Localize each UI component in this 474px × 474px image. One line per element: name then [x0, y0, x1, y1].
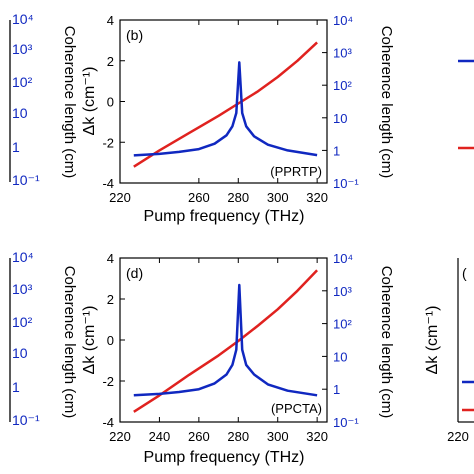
left-axis-label: Δk (cm⁻¹)	[81, 67, 98, 136]
coherence-length-line	[133, 283, 318, 397]
partial-xtick: 220	[447, 429, 469, 444]
right-tick-label: 10⁴	[333, 13, 353, 28]
left-top-tick-0: 10⁴	[12, 11, 34, 27]
x-tick-label: 320	[306, 190, 328, 205]
left-tick-label: 0	[107, 333, 114, 348]
right-tick-label: 10⁻¹	[333, 176, 359, 191]
plot-frame	[119, 257, 328, 423]
x-tick-label: 280	[227, 429, 249, 444]
panel-label: (d)	[126, 265, 143, 281]
right-tick-label: 10⁴	[333, 251, 353, 266]
x-tick-label: 260	[188, 190, 210, 205]
left-tick-label: 4	[107, 251, 114, 266]
left-ticks: -4 -2 0 2 4	[102, 251, 125, 430]
x-ticks: 220 240 260 280 300 320	[109, 258, 328, 444]
right-ticks: 10⁻¹ 1 10 10² 10³ 10⁴	[322, 251, 359, 430]
right-tick-label: 10⁻¹	[333, 415, 359, 430]
left-tick-label: -4	[102, 176, 114, 191]
plot-frame	[119, 19, 328, 184]
left-bottom-ylabel: Coherence length (cm)	[61, 266, 78, 419]
left-top-tick-3: 10	[12, 105, 28, 121]
series-lines	[133, 269, 319, 413]
right-tick-label: 10²	[333, 78, 352, 93]
x-axis-label: Pump frequency (THz)	[144, 208, 305, 225]
right-tick-label: 10³	[333, 46, 352, 61]
right-tick-label: 1	[333, 382, 340, 397]
x-axis-label: Pump frequency (THz)	[144, 449, 305, 466]
x-tick-label: 240	[149, 429, 171, 444]
left-axis-label: Δk (cm⁻¹)	[81, 306, 98, 375]
right-axis-label: Coherence length (cm)	[378, 26, 395, 179]
left-top-tick-1: 10³	[12, 41, 33, 57]
left-partial-top: 10⁴ 10³ 10² 10 1 10⁻¹ Coherence length (…	[9, 11, 78, 188]
right-axis-label: Coherence length (cm)	[378, 266, 395, 419]
left-tick-label: 2	[107, 54, 114, 69]
partial-panel-label: (	[462, 265, 467, 281]
left-partial-bottom: 10⁴ 10³ 10² 10 1 10⁻¹ Coherence length (…	[9, 249, 78, 428]
left-bottom-tick-2: 10²	[12, 314, 33, 330]
right-tick-label: 10²	[333, 317, 352, 332]
crystal-label: (PPRTP)	[270, 164, 322, 179]
coherence-length-line	[133, 61, 318, 157]
right-partial: ( Δk (cm⁻¹) 220	[424, 59, 474, 444]
x-tick-label: 220	[109, 190, 131, 205]
left-bottom-tick-3: 10	[12, 345, 28, 361]
crystal-label: (PPCTA)	[271, 401, 322, 416]
left-top-ylabel: Coherence length (cm)	[61, 26, 78, 179]
panel-b: 220 260 280 300 320 -4 -2 0 2 4 10⁻¹ 1 10 10² 10³ 10⁴…	[81, 13, 395, 225]
right-tick-label: 10³	[333, 284, 352, 299]
left-tick-label: 4	[107, 13, 114, 28]
left-tick-label: 2	[107, 292, 114, 307]
x-tick-label: 260	[188, 429, 210, 444]
left-bottom-tick-1: 10³	[12, 281, 33, 297]
delta-k-line	[133, 41, 318, 168]
partial-ylabel: Δk (cm⁻¹)	[424, 306, 441, 375]
left-bottom-tick-0: 10⁴	[12, 249, 34, 265]
right-tick-label: 1	[333, 143, 340, 158]
left-top-tick-5: 10⁻¹	[12, 172, 40, 188]
x-tick-label: 220	[109, 429, 131, 444]
right-tick-label: 10	[333, 349, 347, 364]
left-ticks: -4 -2 0 2 4	[102, 13, 125, 191]
left-top-tick-2: 10²	[12, 74, 33, 90]
x-tick-label: 300	[267, 429, 289, 444]
left-bottom-tick-5: 10⁻¹	[12, 412, 40, 428]
left-tick-label: -4	[102, 415, 114, 430]
x-ticks: 220 260 280 300 320	[109, 20, 328, 205]
panel-d: 220 240 260 280 300 320 -4 -2 0 2 4 10⁻¹ 1 10 10² 10³…	[81, 251, 395, 466]
series-lines	[133, 41, 318, 168]
x-tick-label: 320	[306, 429, 328, 444]
x-tick-label: 300	[267, 190, 289, 205]
right-tick-label: 10	[333, 111, 347, 126]
left-bottom-tick-4: 1	[12, 379, 20, 395]
left-top-tick-4: 1	[12, 139, 20, 155]
x-tick-label: 280	[227, 190, 249, 205]
right-ticks: 10⁻¹ 1 10 10² 10³ 10⁴	[322, 13, 359, 191]
left-tick-label: -2	[102, 135, 114, 150]
panel-label: (b)	[126, 27, 143, 43]
left-tick-label: -2	[102, 374, 114, 389]
delta-k-line	[133, 269, 319, 413]
left-tick-label: 0	[107, 95, 114, 110]
